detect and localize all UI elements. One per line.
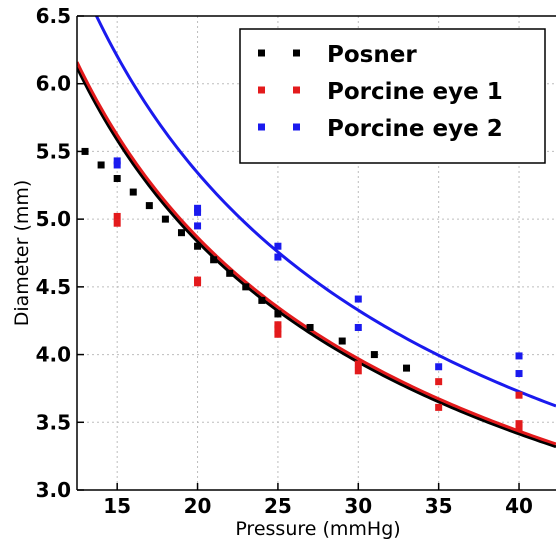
y-tick-label: 5.5 (36, 139, 71, 163)
data-point-series-2 (354, 367, 362, 375)
ticks: 15 20 25 30 35 40 3.0 3.5 4.0 4.5 5.0 5.5 6.0 6.5 (36, 4, 533, 518)
data-point-series-1 (306, 323, 314, 331)
data-point-series-2 (113, 212, 121, 220)
data-point-series-1 (370, 351, 378, 359)
legend-marker (293, 86, 300, 94)
data-point-series-2 (515, 424, 523, 432)
legend-box (239, 28, 546, 164)
data-point-series-2 (274, 330, 282, 338)
data-point-series-2 (194, 279, 202, 287)
legend-marker (258, 86, 265, 94)
fit-curve (94, 16, 556, 408)
x-tick-label: 30 (344, 494, 372, 518)
legend-marker (293, 49, 300, 57)
data-point-series-1 (113, 175, 121, 183)
data-point-series-2 (515, 391, 523, 399)
data-point-series-2 (274, 321, 282, 329)
y-tick-label: 4.0 (36, 343, 71, 367)
legend-label: Posner (327, 42, 417, 68)
y-tick-label: 5.0 (36, 207, 71, 231)
legend: Posner Porcine eye 1 Porcine eye 2 (239, 28, 546, 164)
data-point-series-3 (274, 242, 282, 250)
data-point-series-1 (161, 215, 169, 223)
data-point-series-2 (354, 360, 362, 368)
data-point-series-1 (145, 202, 153, 210)
grid (77, 15, 556, 491)
data-point-series-1 (274, 310, 282, 318)
data-point-series-3 (194, 204, 202, 212)
y-tick-label: 4.5 (36, 275, 71, 299)
data-point-series-1 (194, 242, 202, 250)
y-tick-label: 3.0 (36, 478, 71, 502)
legend-marker (258, 123, 265, 131)
data-point-series-3 (274, 253, 282, 261)
data-point-series-1 (97, 161, 105, 169)
data-point-series-3 (113, 157, 121, 165)
data-point-series-3 (354, 323, 362, 331)
data-point-series-1 (403, 364, 411, 372)
data-point-series-3 (113, 161, 121, 169)
x-tick-label: 15 (103, 494, 131, 518)
x-tick-label: 25 (264, 494, 292, 518)
x-tick-label: 35 (425, 494, 453, 518)
x-tick-label: 40 (505, 494, 533, 518)
data-point-series-1 (226, 269, 234, 277)
data-points (81, 147, 523, 432)
data-point-series-1 (210, 256, 218, 264)
data-point-series-2 (274, 325, 282, 333)
data-point-series-3 (194, 208, 202, 216)
legend-label: Porcine eye 2 (327, 116, 503, 142)
data-point-series-3 (515, 370, 523, 378)
data-point-series-3 (194, 222, 202, 230)
data-point-series-2 (515, 420, 523, 428)
data-point-series-1 (242, 283, 250, 291)
legend-marker (258, 49, 265, 57)
legend-marker (293, 123, 300, 131)
data-point-series-2 (435, 403, 443, 411)
fit-curve (77, 61, 556, 446)
legend-label: Porcine eye 1 (327, 79, 503, 105)
data-point-series-1 (81, 147, 89, 155)
data-point-series-3 (435, 363, 443, 371)
fit-curve (77, 66, 556, 449)
y-axis-label: Diameter (mm) (11, 180, 33, 327)
data-point-series-1 (258, 296, 266, 304)
y-tick-label: 6.5 (36, 4, 71, 28)
y-tick-label: 3.5 (36, 410, 71, 434)
x-axis-label: Pressure (mmHg) (235, 518, 400, 540)
data-point-series-2 (435, 378, 443, 386)
data-point-series-2 (113, 219, 121, 227)
data-point-series-1 (129, 188, 137, 196)
data-point-series-3 (515, 352, 523, 360)
x-tick-label: 20 (184, 494, 212, 518)
data-point-series-3 (354, 295, 362, 303)
fit-curves (77, 16, 556, 449)
data-point-series-1 (338, 337, 346, 345)
y-tick-label: 6.0 (36, 72, 71, 96)
data-point-series-1 (177, 229, 185, 237)
